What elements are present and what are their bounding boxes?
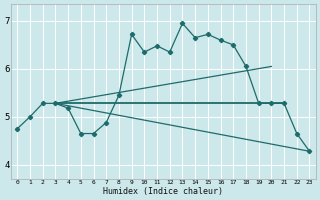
X-axis label: Humidex (Indice chaleur): Humidex (Indice chaleur)	[103, 187, 223, 196]
